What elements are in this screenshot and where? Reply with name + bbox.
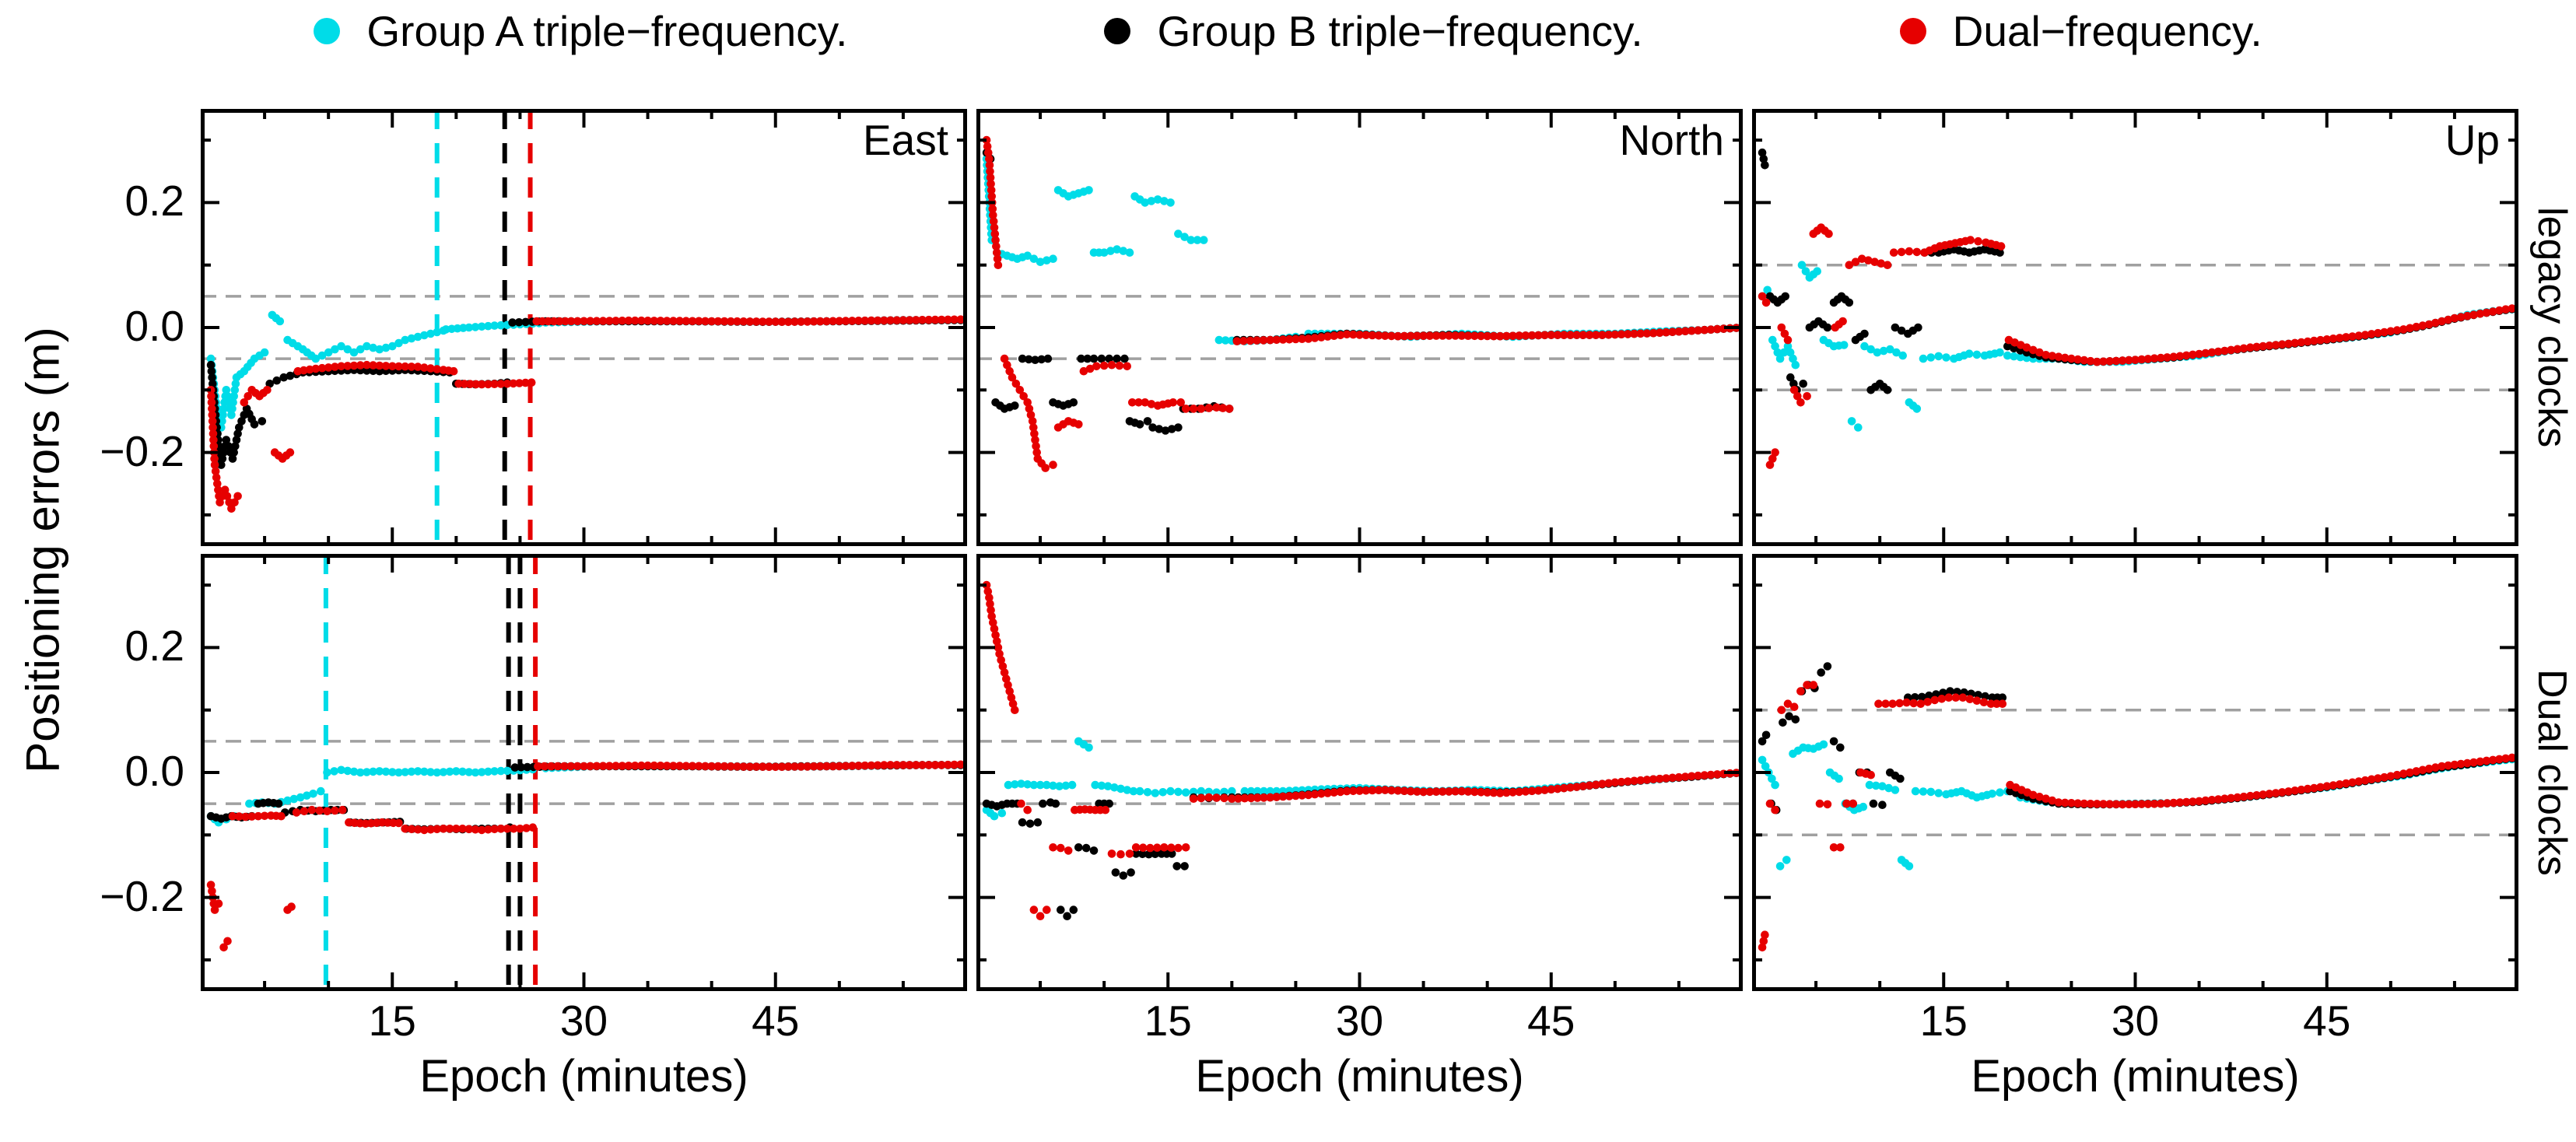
y-axis-title: Positioning errors (m) [16,327,69,773]
y-tick-label: 0.0 [124,302,184,350]
legend: Group A triple−frequency. Group B triple… [0,6,2576,56]
x-tick-label: 45 [2303,997,2351,1045]
x-tick-label: 30 [2111,997,2160,1045]
plot-up-legacy [1752,109,2518,546]
x-tick-label: 30 [559,997,608,1045]
legend-label-group-a: Group A triple−frequency. [366,7,848,55]
panel-title-up: Up [2445,116,2500,164]
x-tick-label: 15 [1919,997,1968,1045]
legend-item-group-a: Group A triple−frequency. [314,6,847,56]
legend-marker-group-b-icon [1104,18,1131,44]
plot-north-legacy [976,109,1743,546]
y-tick-label: −0.2 [100,426,184,475]
plot-east-legacy [201,109,967,546]
legend-marker-dual-icon [1899,18,1926,44]
panel-title-north: North [1619,116,1725,164]
y-tick-label: 0.2 [124,177,184,226]
panel-north-dual [976,554,1743,991]
plot-north-dual [976,554,1743,991]
panel-north-legacy: North [976,109,1743,546]
row-label-legacy-clocks: legacy clocks [2529,207,2574,448]
y-tick-label: −0.2 [100,871,184,920]
legend-item-dual: Dual−frequency. [1899,6,2262,56]
panel-up-legacy: Up [1752,109,2518,546]
plot-east-dual [201,554,967,991]
x-axis-title-up: Epoch (minutes) [1971,1051,2300,1102]
panel-east-dual [201,554,967,991]
x-tick-label: 30 [1335,997,1384,1045]
panel-title-east: East [862,116,948,164]
y-tick-label: 0.0 [124,747,184,795]
plot-up-dual [1752,554,2518,991]
legend-label-group-b: Group B triple−frequency. [1157,7,1643,55]
x-tick-label: 45 [1527,997,1575,1045]
legend-label-dual: Dual−frequency. [1952,7,2262,55]
y-tick-label: 0.2 [124,622,184,671]
panel-east-legacy: East [201,109,967,546]
x-tick-label: 15 [1144,997,1192,1045]
row-label-dual-clocks: Dual clocks [2529,669,2574,876]
x-axis-title-north: Epoch (minutes) [1195,1051,1524,1102]
panel-up-dual [1752,554,2518,991]
legend-item-group-b: Group B triple−frequency. [1104,6,1643,56]
x-tick-label: 45 [752,997,800,1045]
legend-marker-group-a-icon [314,18,341,44]
x-axis-title-east: Epoch (minutes) [419,1051,748,1102]
x-tick-label: 15 [368,997,416,1045]
